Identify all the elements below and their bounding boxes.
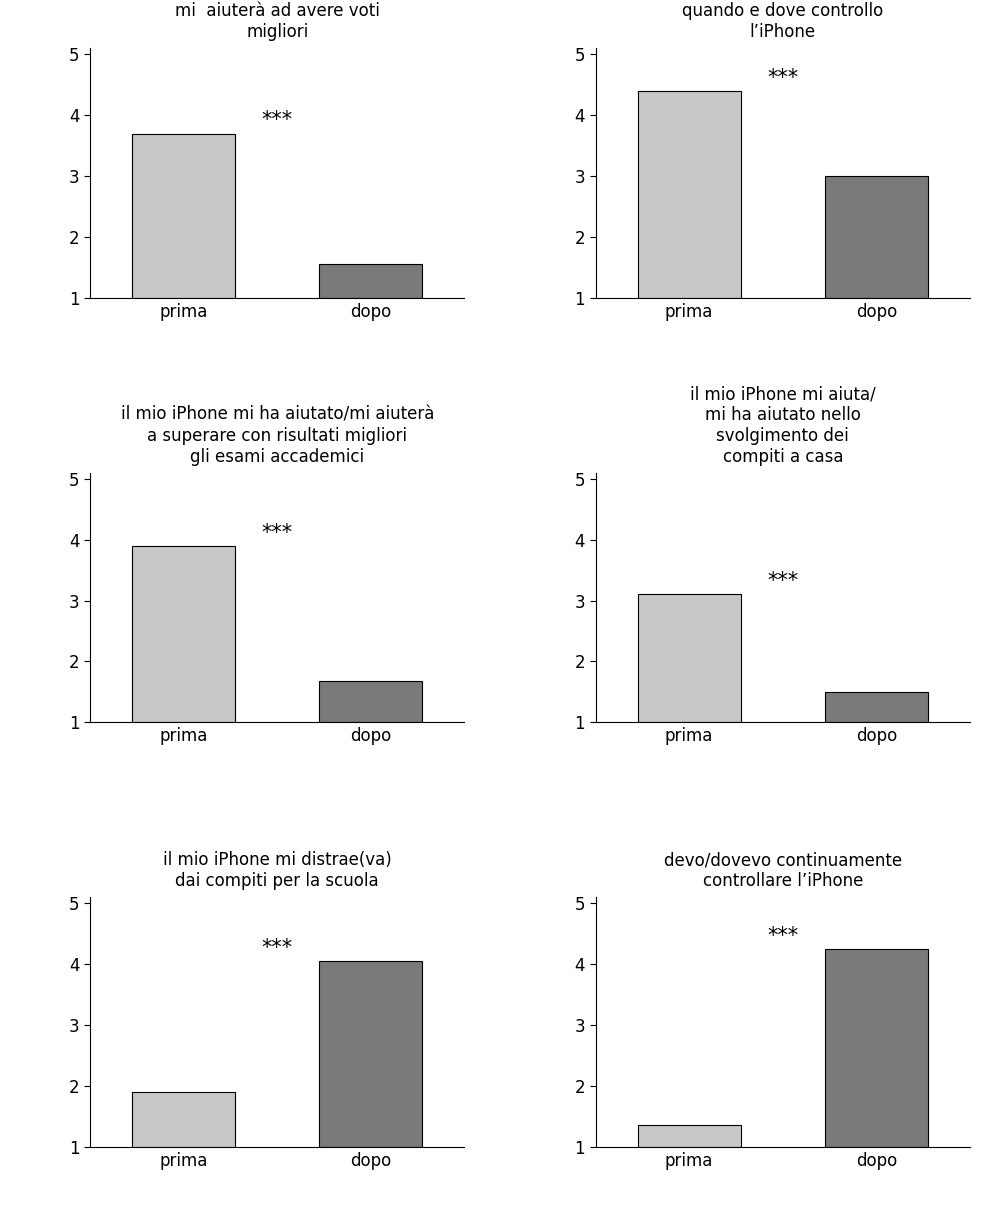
Title: riesco/sono riuscito a controllare
quando e dove controllo
l’iPhone: riesco/sono riuscito a controllare quand… [647,0,918,41]
Bar [825,692,928,722]
Title: Il mio iPhone mi ha aiutato/
mi  aiuterà ad avere voti
migliori: Il mio iPhone mi ha aiutato/ mi aiuterà … [163,0,391,41]
Text: ***: *** [767,926,798,946]
Title: il mio iPhone mi aiuta/
mi ha aiutato nello
svolgimento dei
compiti a casa: il mio iPhone mi aiuta/ mi ha aiutato ne… [690,385,876,466]
Bar [319,681,422,722]
Text: ***: *** [767,571,798,591]
Bar [319,961,422,1147]
Text: ***: *** [262,111,293,130]
Bar [132,1092,235,1147]
Bar [638,594,741,722]
Text: ***: *** [767,68,798,88]
Title: devo/dovevo continuamente
controllare l’iPhone: devo/dovevo continuamente controllare l’… [664,851,902,890]
Bar [132,134,235,298]
Text: ***: *** [262,938,293,958]
Title: il mio iPhone mi distrae(va)
dai compiti per la scuola: il mio iPhone mi distrae(va) dai compiti… [163,851,392,890]
Bar [825,176,928,298]
Bar [638,91,741,298]
Bar [132,546,235,722]
Title: il mio iPhone mi ha aiutato/mi aiuterà
a superare con risultati migliori
gli esa: il mio iPhone mi ha aiutato/mi aiuterà a… [121,406,434,466]
Bar [638,1125,741,1147]
Bar [319,264,422,298]
Bar [825,949,928,1147]
Text: ***: *** [262,523,293,543]
